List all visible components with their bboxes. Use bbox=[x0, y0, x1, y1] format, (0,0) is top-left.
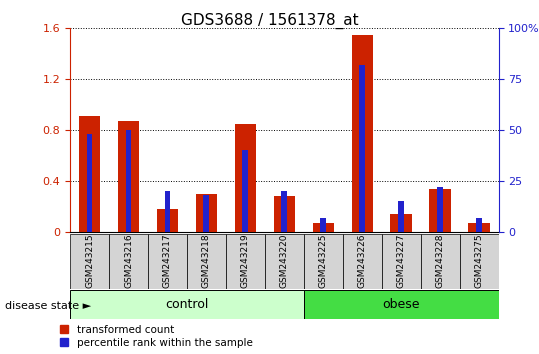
Bar bbox=[118, 121, 139, 232]
Bar bbox=[437, 187, 443, 232]
FancyBboxPatch shape bbox=[304, 290, 499, 319]
FancyBboxPatch shape bbox=[109, 234, 148, 289]
Text: GSM243227: GSM243227 bbox=[397, 234, 406, 288]
Bar bbox=[157, 209, 178, 232]
Bar bbox=[281, 191, 287, 232]
Bar bbox=[164, 191, 170, 232]
Bar bbox=[468, 223, 490, 232]
Text: GSM243215: GSM243215 bbox=[85, 234, 94, 289]
Text: obese: obese bbox=[383, 298, 420, 310]
Text: GSM243275: GSM243275 bbox=[475, 234, 483, 289]
Bar bbox=[234, 124, 256, 232]
Text: disease state ►: disease state ► bbox=[5, 301, 92, 311]
Legend: transformed count, percentile rank within the sample: transformed count, percentile rank withi… bbox=[59, 324, 254, 349]
Bar bbox=[243, 150, 248, 232]
Text: GSM243216: GSM243216 bbox=[124, 234, 133, 289]
Bar bbox=[430, 189, 451, 232]
Text: GSM243219: GSM243219 bbox=[241, 234, 250, 289]
Text: control: control bbox=[165, 298, 209, 310]
FancyBboxPatch shape bbox=[148, 234, 187, 289]
Bar bbox=[126, 130, 132, 232]
FancyBboxPatch shape bbox=[382, 234, 420, 289]
FancyBboxPatch shape bbox=[420, 234, 460, 289]
FancyBboxPatch shape bbox=[265, 234, 304, 289]
FancyBboxPatch shape bbox=[304, 234, 343, 289]
Text: GSM243225: GSM243225 bbox=[319, 234, 328, 288]
Bar bbox=[196, 194, 217, 232]
Bar bbox=[79, 116, 100, 232]
Bar bbox=[390, 214, 412, 232]
Text: GDS3688 / 1561378_at: GDS3688 / 1561378_at bbox=[181, 12, 358, 29]
FancyBboxPatch shape bbox=[187, 234, 226, 289]
Text: GSM243226: GSM243226 bbox=[358, 234, 367, 288]
FancyBboxPatch shape bbox=[70, 234, 109, 289]
Bar bbox=[398, 201, 404, 232]
Bar bbox=[274, 196, 295, 232]
Text: GSM243217: GSM243217 bbox=[163, 234, 172, 289]
Bar bbox=[313, 223, 334, 232]
Text: GSM243228: GSM243228 bbox=[436, 234, 445, 288]
FancyBboxPatch shape bbox=[343, 234, 382, 289]
Text: GSM243218: GSM243218 bbox=[202, 234, 211, 289]
Text: GSM243220: GSM243220 bbox=[280, 234, 289, 288]
Bar bbox=[476, 218, 482, 232]
FancyBboxPatch shape bbox=[460, 234, 499, 289]
Bar bbox=[204, 195, 209, 232]
Bar bbox=[351, 35, 373, 232]
FancyBboxPatch shape bbox=[226, 234, 265, 289]
Bar bbox=[87, 134, 93, 232]
Bar bbox=[320, 218, 326, 232]
Bar bbox=[360, 65, 365, 232]
FancyBboxPatch shape bbox=[70, 290, 304, 319]
